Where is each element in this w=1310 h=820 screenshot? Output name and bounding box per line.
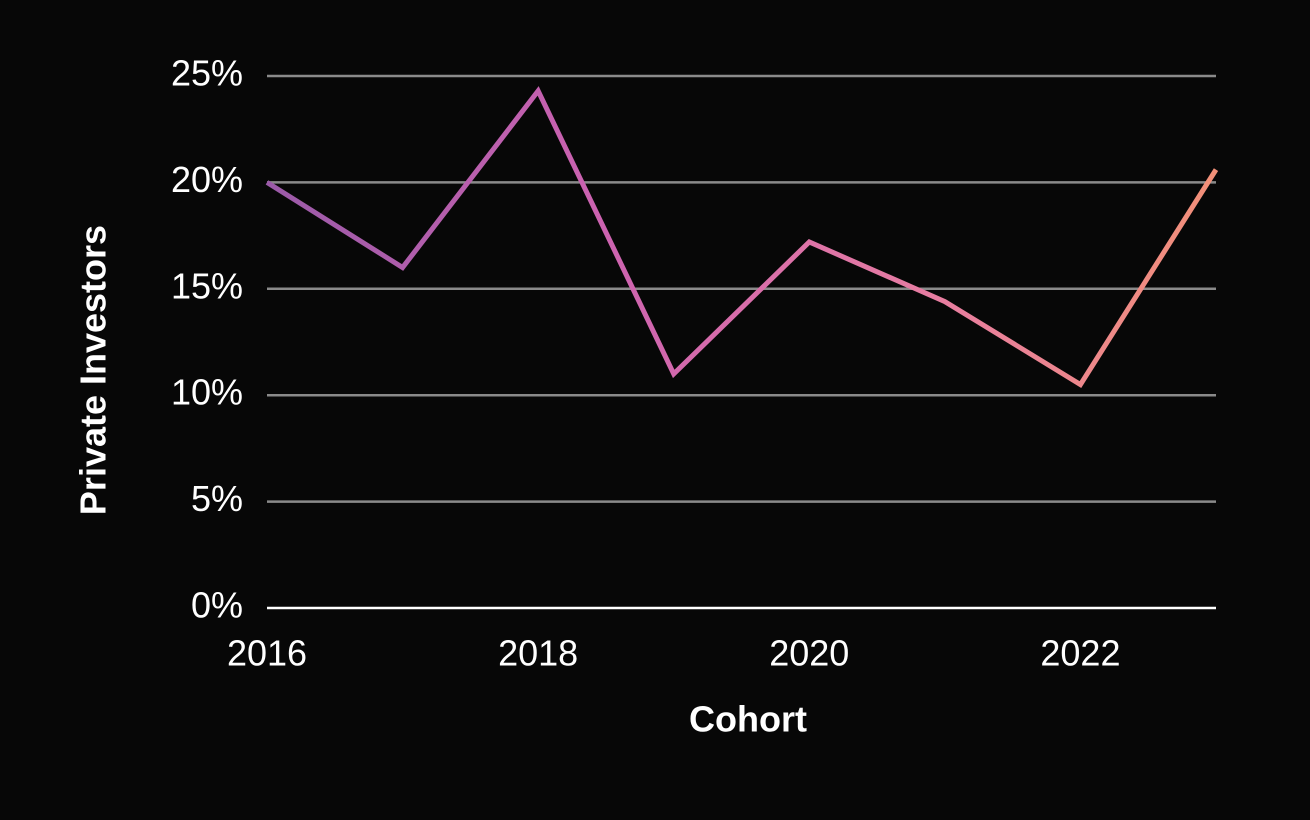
data-line bbox=[265, 86, 1219, 388]
x-tick-label: 2018 bbox=[498, 633, 578, 674]
y-tick-label: 20% bbox=[171, 159, 243, 200]
x-tick-label: 2016 bbox=[227, 633, 307, 674]
y-tick-label: 25% bbox=[171, 53, 243, 94]
y-tick-label: 0% bbox=[191, 585, 243, 626]
x-axis-title: Cohort bbox=[689, 699, 807, 740]
y-tick-label: 15% bbox=[171, 265, 243, 306]
y-tick-label: 10% bbox=[171, 372, 243, 413]
x-tick-label: 2022 bbox=[1040, 633, 1120, 674]
x-tick-label: 2020 bbox=[769, 633, 849, 674]
y-tick-label: 5% bbox=[191, 478, 243, 519]
y-axis-title: Private Investors bbox=[73, 225, 114, 515]
